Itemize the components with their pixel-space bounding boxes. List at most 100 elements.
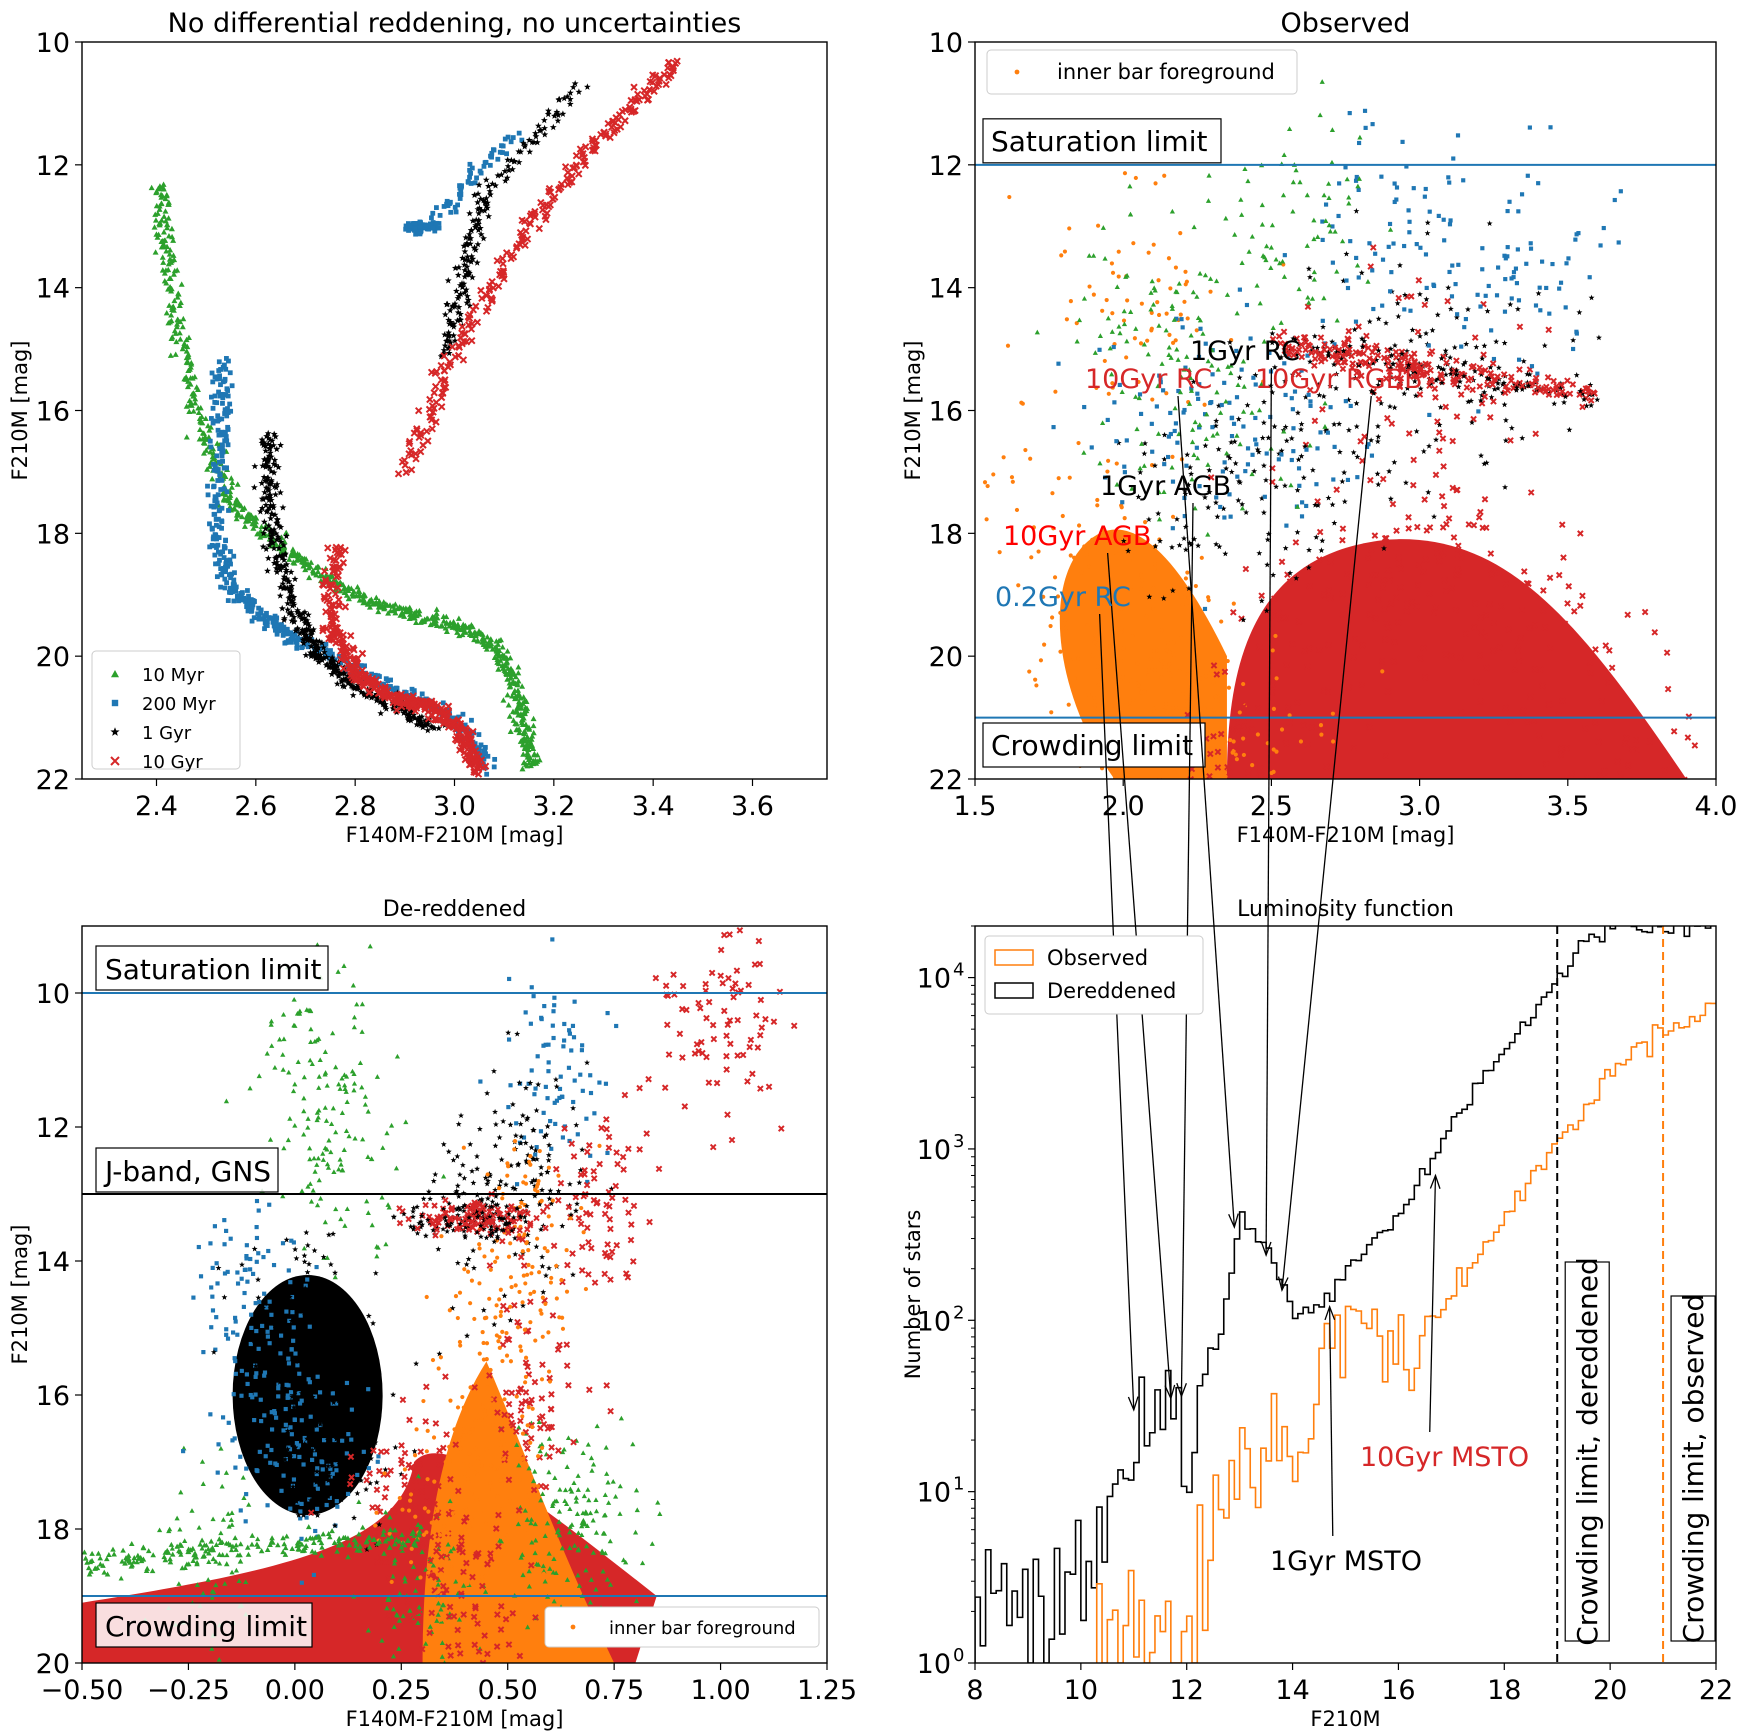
y-tick-label: 12	[36, 1113, 70, 1144]
x-tick-label: 12	[1170, 1675, 1204, 1706]
x-tick-label: 1.25	[797, 1675, 857, 1706]
crowding-limit-dereddened-label: Crowding limit, dereddened	[1564, 1257, 1610, 1646]
y-tick-label: 18	[36, 519, 70, 550]
crowding-limit-observed-label: Crowding limit, observed	[1670, 1294, 1716, 1643]
annotation-arrowhead	[1176, 1382, 1187, 1399]
chart-title: Luminosity function	[1237, 897, 1454, 922]
saturation-limit-label: Saturation limit	[95, 945, 329, 991]
y-tick-label: 10	[929, 28, 963, 59]
series-10-gyr	[318, 57, 681, 778]
annotation-arrowhead	[1164, 1384, 1176, 1401]
j-band-gns-label: J-band, GNS	[95, 1147, 279, 1193]
y-tick-exponent: 1	[953, 1474, 964, 1495]
annotation-text: 1Gyr RC	[1190, 336, 1300, 367]
y-tick-label: 22	[36, 765, 70, 796]
x-tick-label: 16	[1381, 1675, 1415, 1706]
annotation-text: 10Gyr AGB	[1003, 521, 1151, 552]
x-tick-label: 3.2	[532, 791, 575, 822]
legend-swatch	[994, 982, 1034, 999]
x-tick-label: 22	[1699, 1675, 1733, 1706]
y-tick-label: 20	[36, 1649, 70, 1680]
annotation-text: 10Gyr RC	[1085, 364, 1212, 395]
x-tick-label: 1.00	[691, 1675, 751, 1706]
chart-title: No differential reddening, no uncertaint…	[168, 8, 742, 39]
y-tick-label: 16	[929, 397, 963, 428]
boxed-label-text: Saturation limit	[105, 953, 321, 986]
legend-label: 1 Gyr	[142, 723, 192, 744]
histogram-dereddened	[975, 926, 1712, 1663]
x-tick-label: 3.6	[731, 791, 774, 822]
legend: inner bar foreground	[544, 1606, 820, 1648]
series-inner-bar-foreground	[373, 1139, 602, 1629]
plot-frame	[81, 925, 828, 1664]
legend-label: 200 Myr	[142, 694, 216, 715]
x-tick-label: 0.75	[584, 1675, 644, 1706]
y-tick-exponent: 4	[953, 960, 964, 981]
x-tick-label: 1.5	[954, 791, 997, 822]
y-tick-label: 20	[929, 642, 963, 673]
histograms	[975, 926, 1716, 1663]
x-tick-label: 20	[1593, 1675, 1627, 1706]
y-tick-label: 20	[36, 642, 70, 673]
series-200-myr	[181, 937, 619, 1585]
x-tick-label: 0.25	[371, 1675, 431, 1706]
y-tick-label: 16	[36, 397, 70, 428]
legend-box	[986, 49, 1298, 95]
legend-box	[91, 650, 241, 770]
x-tick-label: 0.00	[265, 1675, 325, 1706]
y-tick-label: 14	[36, 274, 70, 305]
red-clump-cluster	[390, 1190, 580, 1245]
x-axis-label: F210M	[1310, 1707, 1380, 1731]
annotation-arrow	[1177, 395, 1235, 1228]
y-tick-exponent: 0	[953, 1645, 964, 1666]
legend-label: 10 Gyr	[142, 752, 203, 773]
chart-title: Observed	[1281, 8, 1411, 39]
legend-swatch	[994, 949, 1034, 966]
x-tick-label: −0.50	[41, 1675, 124, 1706]
panel-bottom-right: Luminosity function F210M Number of stars 8…	[901, 336, 1733, 1731]
y-tick-exponent: 2	[953, 1302, 964, 1323]
y-tick-label: 14	[36, 1247, 70, 1278]
annotation-10gyr-msto: 10Gyr MSTO	[1360, 1173, 1529, 1473]
annotation-arrow	[1328, 1306, 1334, 1537]
y-axis-label: Number of stars	[901, 1210, 925, 1380]
legend-label: Dereddened	[1047, 979, 1176, 1003]
annotation-10gyr-rc: 10Gyr RC	[1085, 364, 1239, 1229]
x-tick-label: 2.8	[334, 791, 377, 822]
boxed-label-text: J-band, GNS	[103, 1155, 271, 1188]
x-tick-label: 18	[1487, 1675, 1521, 1706]
annotation-text: 10Gyr RGBB	[1255, 364, 1423, 395]
y-tick-label: 10	[917, 1478, 951, 1509]
x-axis-label: F140M-F210M [mag]	[1237, 823, 1455, 847]
legend-label: inner bar foreground	[609, 1618, 796, 1639]
annotation-arrow	[1265, 367, 1273, 1256]
legend: Observed Dereddened	[984, 935, 1204, 1015]
annotation-1gyr-msto: 1Gyr MSTO	[1270, 1304, 1422, 1577]
x-tick-label: 2.4	[135, 791, 178, 822]
boxed-label-text: Crowding limit	[105, 1610, 307, 1643]
red-clump-band	[1269, 327, 1601, 411]
y-tick-label: 10	[917, 1135, 951, 1166]
y-axis-label: F210M [mag]	[901, 341, 925, 481]
x-tick-label: 3.5	[1546, 791, 1589, 822]
green-sequence	[82, 1521, 424, 1577]
boxed-label-text: Saturation limit	[991, 125, 1207, 158]
y-axis-label: F210M [mag]	[8, 1225, 32, 1365]
y-tick-label: 18	[36, 1515, 70, 1546]
y-axis-label: F210M [mag]	[8, 341, 32, 481]
saturation-limit-label: Saturation limit	[982, 118, 1222, 164]
histogram-observed	[1095, 1002, 1716, 1663]
series-10-myr	[1034, 79, 1394, 537]
y-tick-label: 16	[36, 1381, 70, 1412]
series-10-gyr	[307, 927, 798, 1663]
y-tick-label: 10	[36, 28, 70, 59]
panel-top-right: Observed F140M-F210M [mag] F210M [mag] 1.5 2…	[901, 8, 1738, 847]
x-tick-label: 4.0	[1695, 791, 1738, 822]
annotation-arrowhead	[1260, 1241, 1272, 1258]
annotation-arrow	[1429, 1175, 1437, 1433]
x-tick-label: 2.5	[1250, 791, 1293, 822]
series-1-gyr	[250, 80, 591, 734]
annotation-text: 0.2Gyr RC	[995, 582, 1131, 613]
scatter-points	[982, 79, 1699, 779]
